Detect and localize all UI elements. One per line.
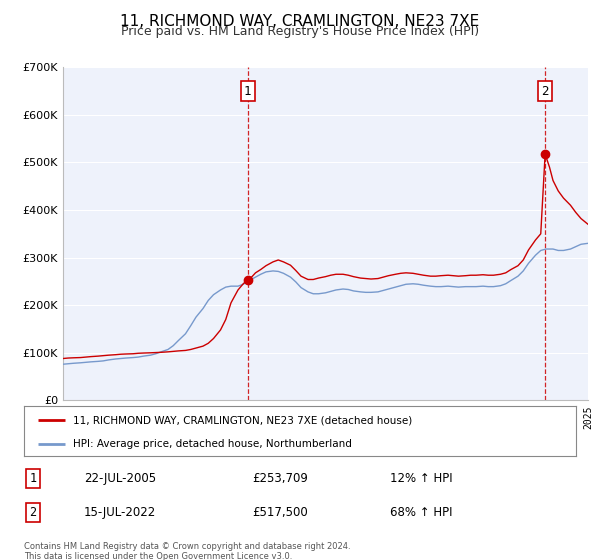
Text: 2: 2 <box>29 506 37 519</box>
Text: Contains HM Land Registry data © Crown copyright and database right 2024.
This d: Contains HM Land Registry data © Crown c… <box>24 542 350 560</box>
Text: 2: 2 <box>541 85 549 97</box>
Text: 68% ↑ HPI: 68% ↑ HPI <box>390 506 452 519</box>
Text: Price paid vs. HM Land Registry's House Price Index (HPI): Price paid vs. HM Land Registry's House … <box>121 25 479 38</box>
Text: 22-JUL-2005: 22-JUL-2005 <box>84 472 156 486</box>
Text: £517,500: £517,500 <box>252 506 308 519</box>
Text: 11, RICHMOND WAY, CRAMLINGTON, NE23 7XE (detached house): 11, RICHMOND WAY, CRAMLINGTON, NE23 7XE … <box>73 415 412 425</box>
Text: HPI: Average price, detached house, Northumberland: HPI: Average price, detached house, Nort… <box>73 439 352 449</box>
Text: 1: 1 <box>244 85 251 97</box>
Text: 11, RICHMOND WAY, CRAMLINGTON, NE23 7XE: 11, RICHMOND WAY, CRAMLINGTON, NE23 7XE <box>121 14 479 29</box>
Text: £253,709: £253,709 <box>252 472 308 486</box>
Text: 15-JUL-2022: 15-JUL-2022 <box>84 506 156 519</box>
Text: 1: 1 <box>29 472 37 486</box>
Text: 12% ↑ HPI: 12% ↑ HPI <box>390 472 452 486</box>
